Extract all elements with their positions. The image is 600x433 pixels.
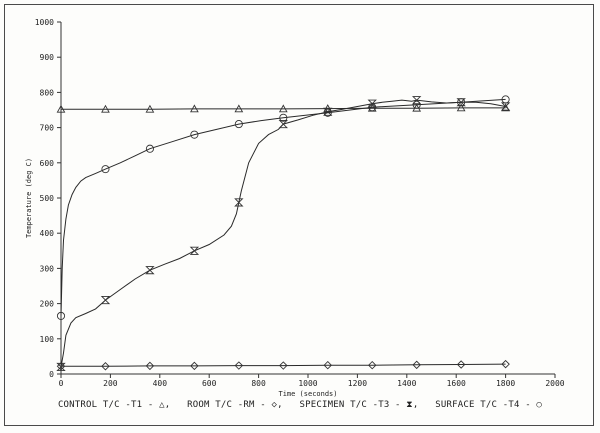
y-tick-label: 0 <box>49 370 54 379</box>
surface-series-marker <box>279 113 288 122</box>
surface-series-marker <box>56 311 66 320</box>
specimen-series-marker <box>189 246 200 255</box>
room-series-marker <box>412 360 421 370</box>
surface-series-marker <box>234 120 243 129</box>
y-tick-label: 800 <box>40 88 55 97</box>
legend: CONTROL T/C -T1 - △, ROOM T/C -RM - ◇, S… <box>0 400 600 410</box>
room-series-marker <box>456 360 466 369</box>
x-tick-label: 1000 <box>298 379 317 388</box>
specimen-series-marker <box>145 266 155 275</box>
x-tick-label: 1600 <box>447 379 466 388</box>
x-tick-label: 400 <box>153 379 168 388</box>
surface-series-marker <box>145 144 154 153</box>
room-series-marker <box>367 360 377 370</box>
surface-series-marker <box>190 130 199 139</box>
surface-series-line <box>60 98 506 316</box>
room-series-marker <box>190 361 199 371</box>
control-series-marker <box>145 104 155 113</box>
room-series-marker <box>145 361 155 371</box>
room-series-marker <box>101 362 110 371</box>
control-series-marker <box>456 103 466 112</box>
y-axis-label: Temperature (deg C) <box>25 158 33 238</box>
control-series-marker <box>56 104 66 113</box>
y-tick-label: 200 <box>40 300 55 309</box>
control-series-marker <box>501 103 510 112</box>
y-tick-label: 300 <box>40 264 55 273</box>
legend-surface: SURFACE T/C -T4 - ○ <box>435 400 543 410</box>
control-series-line <box>61 107 506 110</box>
y-tick-label: 400 <box>40 229 55 238</box>
surface-series-marker <box>501 95 510 104</box>
specimen-series-line <box>60 99 506 368</box>
room-series-marker <box>234 361 244 370</box>
control-series-marker <box>278 104 288 113</box>
control-series-marker <box>234 104 244 113</box>
x-tick-label: 0 <box>59 379 64 388</box>
y-tick-label: 600 <box>40 159 55 168</box>
legend-room: ROOM T/C -RM - ◇, <box>187 400 283 410</box>
surface-series-marker <box>323 108 332 117</box>
specimen-series-marker <box>278 120 288 129</box>
x-tick-label: 1800 <box>496 379 515 388</box>
x-tick-label: 600 <box>202 379 217 388</box>
specimen-series-marker <box>100 296 111 305</box>
specimen-series-marker <box>56 362 66 372</box>
x-axis-label: Time (seconds) <box>278 390 337 398</box>
room-series-line <box>61 363 506 367</box>
y-tick-label: 700 <box>40 124 55 133</box>
x-tick-label: 1400 <box>397 379 416 388</box>
x-tick-label: 1200 <box>348 379 367 388</box>
legend-specimen: SPECIMEN T/C -T3 - ⧗, <box>299 400 419 410</box>
y-tick-label: 100 <box>40 335 55 344</box>
room-series-marker <box>501 359 510 369</box>
surface-series-marker <box>101 165 110 174</box>
surface-series-marker <box>412 100 421 109</box>
y-tick-label: 500 <box>40 194 55 203</box>
surface-series-marker <box>457 98 466 107</box>
x-tick-label: 2000 <box>545 379 564 388</box>
surface-series-marker <box>368 103 377 112</box>
y-tick-label: 1000 <box>35 18 54 27</box>
control-series-marker <box>101 104 110 113</box>
specimen-series-marker <box>234 198 244 207</box>
legend-control: CONTROL T/C -T1 - △, <box>57 400 171 410</box>
y-tick-label: 900 <box>40 53 55 62</box>
x-tick-label: 200 <box>103 379 118 388</box>
room-series-marker <box>279 361 288 370</box>
x-tick-label: 800 <box>251 379 266 388</box>
room-series-marker <box>323 360 332 370</box>
control-series-marker <box>190 104 199 113</box>
chart-frame <box>4 4 594 426</box>
